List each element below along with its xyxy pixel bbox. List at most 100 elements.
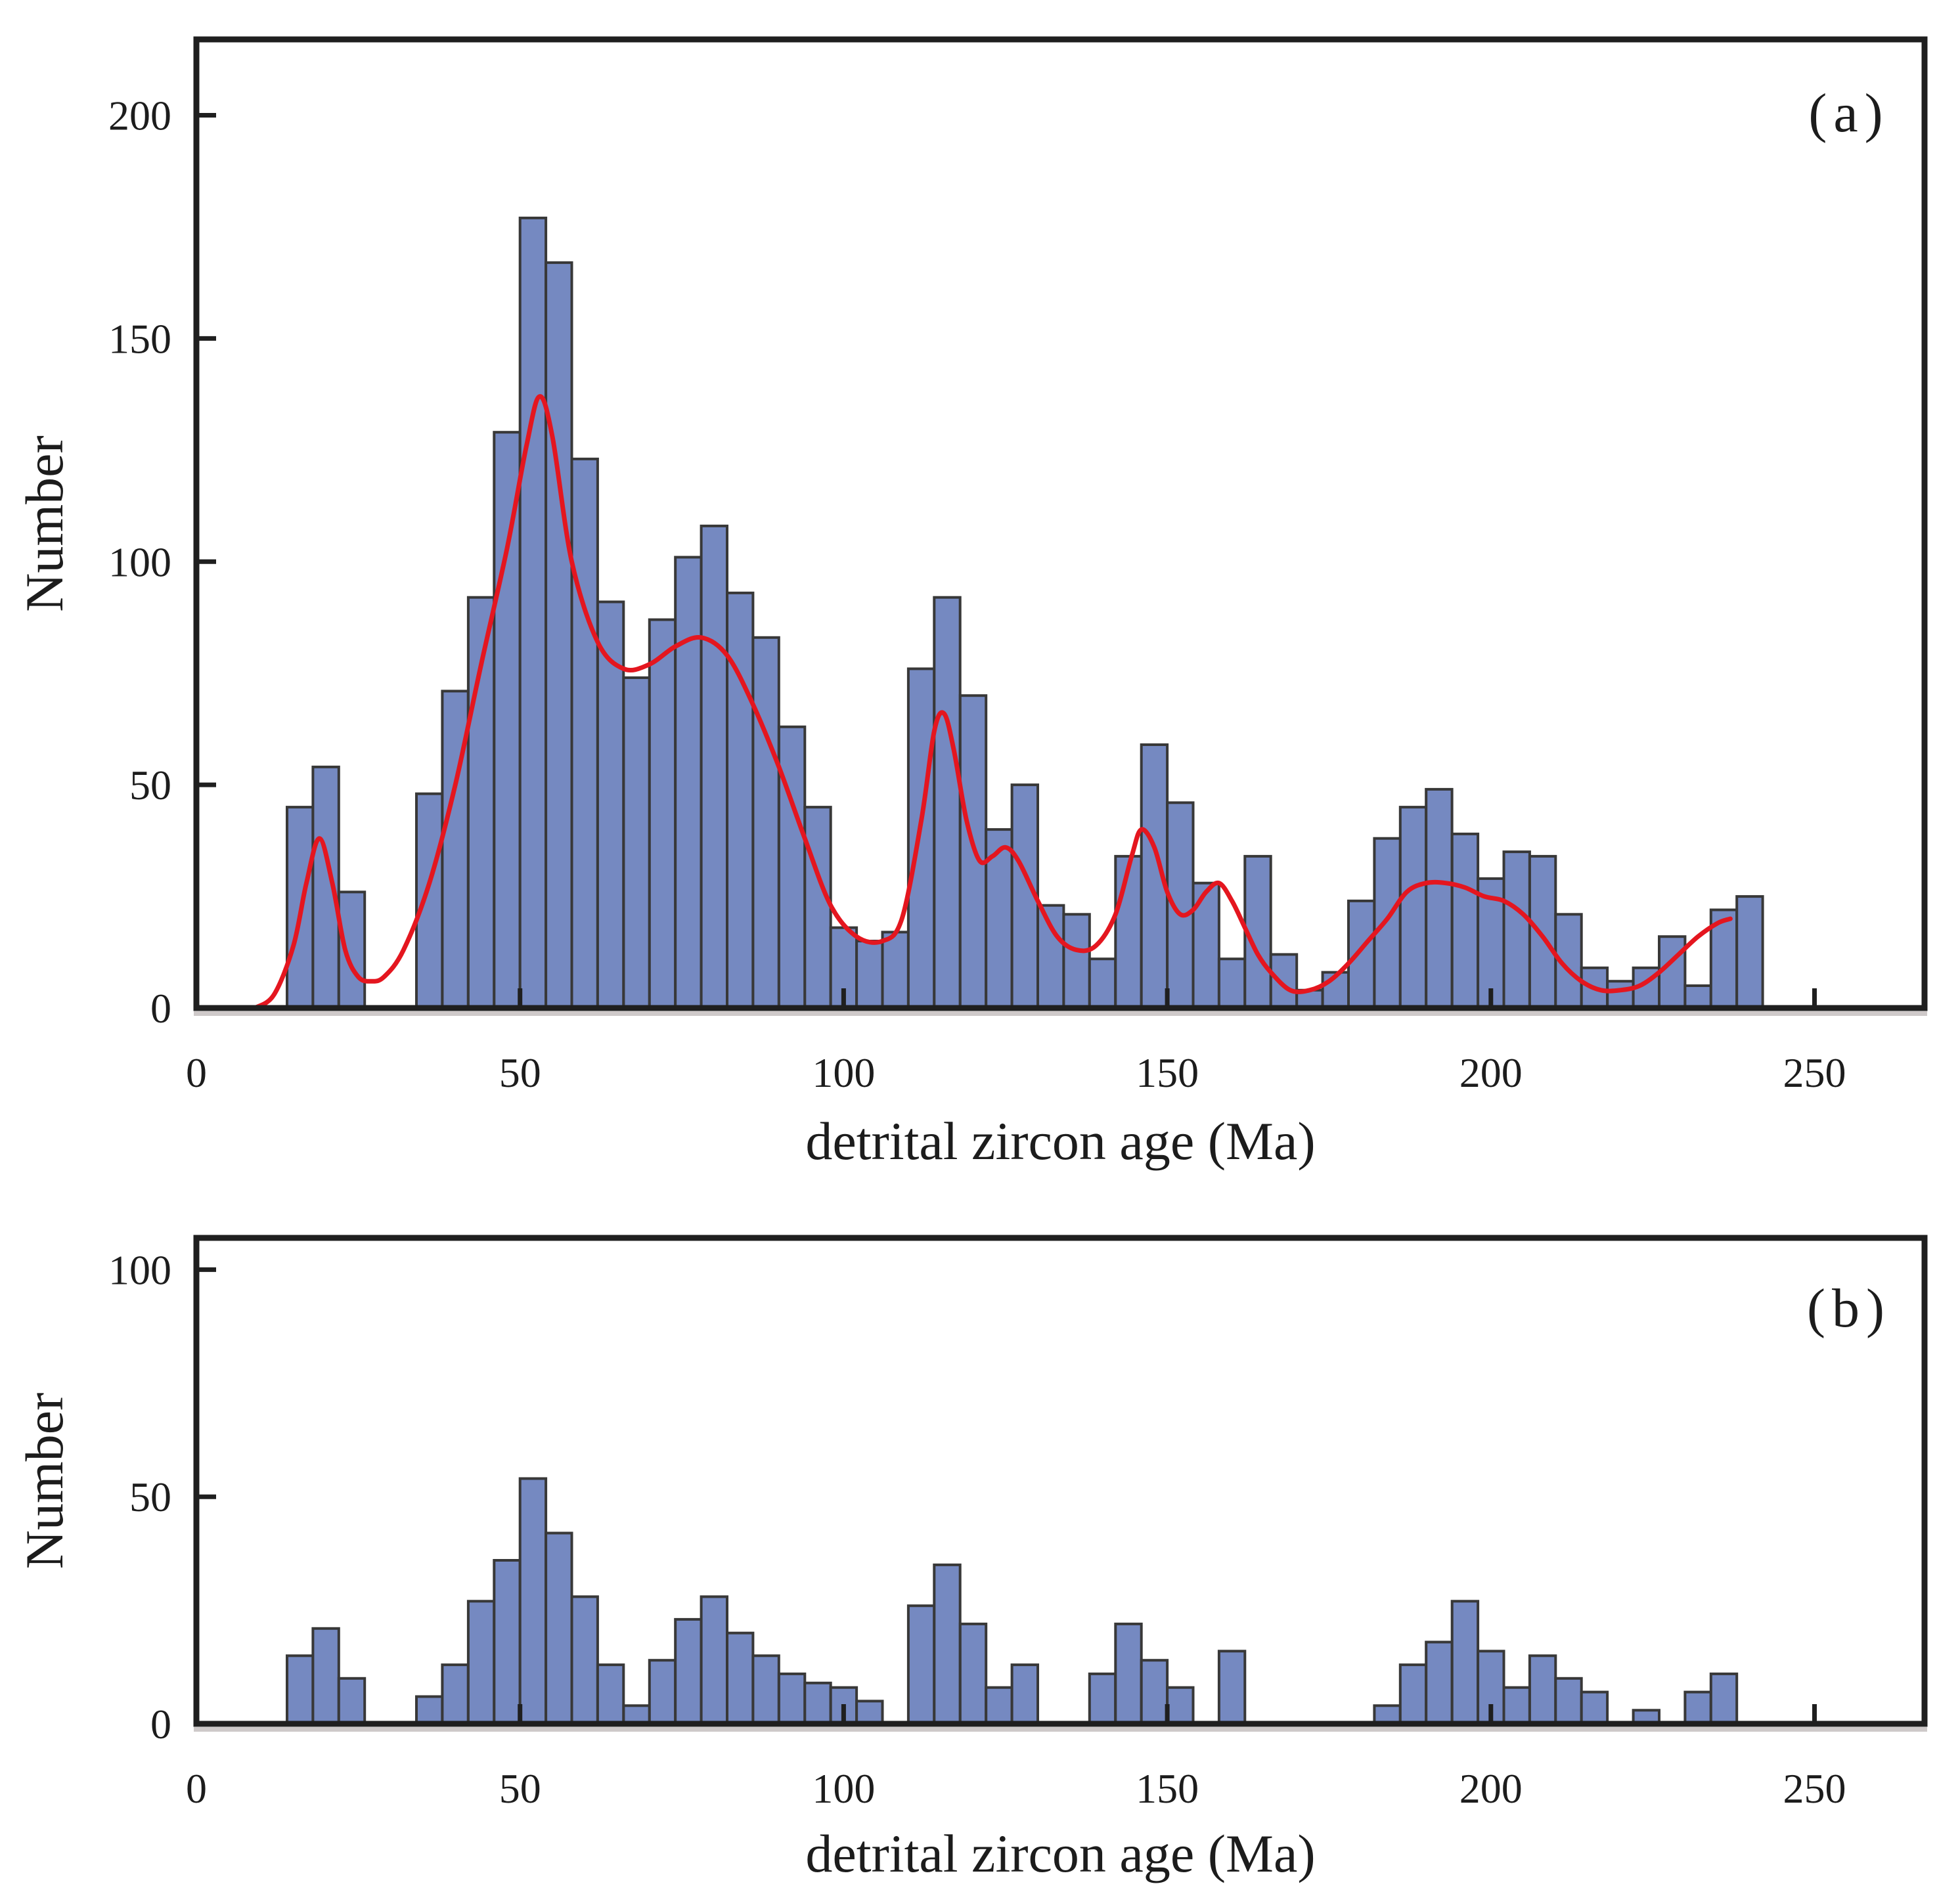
histogram-bar: [1683, 1690, 1712, 1726]
histogram-bar: [1088, 1672, 1117, 1725]
histogram-bar: [674, 1617, 703, 1725]
y-tick-label: 50: [129, 1474, 171, 1520]
histogram-bar: [1036, 904, 1065, 1009]
x-tick-label: 0: [186, 1049, 207, 1096]
x-tick-label: 250: [1783, 1049, 1846, 1096]
histogram-bar: [648, 1659, 677, 1725]
x-tick-label: 100: [812, 1765, 875, 1812]
histogram-bar: [466, 1600, 496, 1726]
histogram-bar: [726, 1631, 755, 1725]
y-tick-label: 150: [108, 315, 171, 362]
histogram-bar: [1088, 957, 1117, 1009]
histogram-bar: [311, 1627, 340, 1726]
x-tick-label: 200: [1459, 1765, 1523, 1812]
x-tick-label: 50: [499, 1765, 541, 1812]
histogram-bar: [1166, 1686, 1195, 1725]
y-axis-title: Number: [14, 435, 74, 612]
y-tick-label: 0: [150, 1701, 171, 1747]
histogram-bar: [545, 261, 573, 1009]
histogram-bar: [1554, 1677, 1583, 1726]
histogram-bar: [933, 596, 962, 1009]
histogram-bar: [1425, 1640, 1454, 1725]
histogram-bar: [803, 1681, 832, 1726]
histogram-bar: [1528, 854, 1557, 1010]
histogram-bar: [700, 1595, 728, 1725]
x-tick-label: 150: [1136, 1765, 1199, 1812]
panel-label-b: (b): [1807, 1278, 1891, 1339]
histogram-bar: [751, 1654, 780, 1726]
histogram-bar: [1114, 854, 1143, 1010]
histogram-bar: [751, 636, 780, 1009]
histogram-bar: [1398, 806, 1428, 1009]
plot-box: [193, 36, 1928, 1011]
histogram-bar: [674, 556, 703, 1009]
histogram-bar: [803, 806, 832, 1009]
histogram-bar: [1658, 935, 1687, 1009]
histogram-bar: [855, 1700, 884, 1725]
histogram-bar: [518, 216, 548, 1009]
histogram-bar: [1502, 1686, 1531, 1725]
panel-label-a: (a): [1808, 83, 1889, 144]
histogram-bar: [1140, 1659, 1169, 1725]
y-tick-label: 100: [108, 538, 171, 585]
histogram-bar: [1606, 980, 1635, 1009]
histogram-bar: [906, 667, 936, 1009]
kde-curve: [252, 394, 1733, 1011]
histogram-bar: [1062, 913, 1091, 1010]
histogram-bar: [596, 1663, 625, 1726]
histogram-bar: [545, 1531, 573, 1725]
histogram-bar: [1010, 1663, 1039, 1726]
histogram-bar: [570, 1595, 599, 1725]
histogram-bar: [1709, 1672, 1739, 1725]
y-axis-title: Number: [14, 1393, 74, 1570]
histogram-bar: [881, 931, 910, 1010]
panel-b: 0 50 100 150 200 250 0 50 100 detrital zircon age…: [14, 1235, 1928, 1883]
y-tick-label: 0: [150, 985, 171, 1032]
histogram-bar: [777, 725, 807, 1010]
x-tick-label: 100: [812, 1049, 875, 1096]
histogram-bar: [1347, 899, 1376, 1010]
histogram-bar: [337, 890, 367, 1010]
plot-box: [193, 1235, 1928, 1727]
histogram-bar: [726, 591, 755, 1009]
histogram-bar: [286, 1654, 315, 1726]
histogram-bar: [622, 676, 651, 1009]
histogram-bar: [1373, 837, 1402, 1009]
axis-shadow: [194, 1727, 1927, 1732]
x-tick-label: 250: [1783, 1765, 1846, 1812]
histogram-bar: [855, 940, 884, 1009]
histogram-bars: [286, 1477, 1739, 1726]
histogram-bar: [1735, 895, 1764, 1009]
histogram-bar: [958, 1622, 988, 1725]
y-tick-label: 50: [129, 762, 171, 808]
histogram-bar: [1217, 1650, 1247, 1726]
histogram-bar: [441, 1663, 470, 1726]
histogram-bar: [985, 1686, 1013, 1725]
y-tick-label: 100: [108, 1246, 171, 1293]
histogram-bar: [493, 1559, 522, 1725]
histogram-bar: [1114, 1622, 1143, 1725]
histogram-bar: [493, 431, 522, 1009]
histogram-bar: [648, 618, 677, 1009]
histogram-bar: [1683, 984, 1712, 1009]
histogram-bar: [518, 1477, 548, 1725]
axis-shadow: [194, 1011, 1927, 1016]
histogram-bar: [1217, 957, 1247, 1009]
histogram-bar: [415, 792, 444, 1009]
y-tick-label: 200: [108, 93, 171, 139]
histogram-bar: [700, 524, 728, 1009]
histogram-bar: [1580, 1690, 1609, 1726]
x-axis-title: detrital zircon age (Ma): [805, 1111, 1315, 1171]
histogram-bar: [906, 1604, 936, 1725]
x-tick-label: 50: [499, 1049, 541, 1096]
histogram-bar: [415, 1695, 444, 1725]
histogram-bar: [777, 1672, 807, 1725]
x-tick-label: 200: [1459, 1049, 1523, 1096]
histogram-bar: [337, 1677, 367, 1726]
histogram-bar: [1398, 1663, 1428, 1726]
histogram-bar: [1140, 743, 1169, 1009]
histogram-bar: [1269, 953, 1299, 1010]
histogram-bar: [1425, 787, 1454, 1010]
